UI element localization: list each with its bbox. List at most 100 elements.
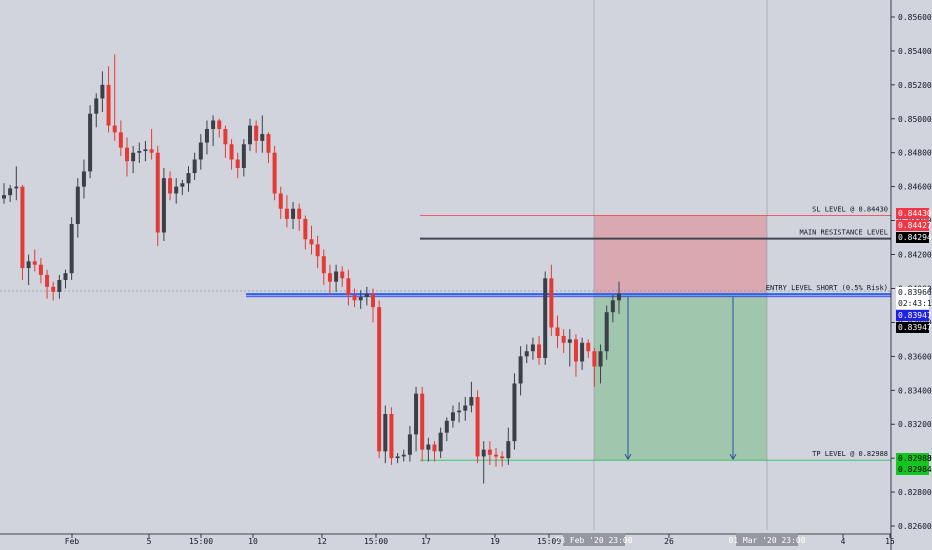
candle [284, 195, 289, 228]
candle-body [143, 149, 148, 152]
candle [494, 447, 498, 467]
price-tag: 0.84294 [896, 232, 932, 243]
level-annotations: SL LEVEL @ 0.84430 MAIN RESISTANCE LEVEL E… [766, 206, 888, 459]
candle [358, 290, 363, 309]
target-arrows [624, 296, 737, 461]
candle-body [192, 159, 197, 174]
target-arrow-0 [624, 296, 632, 461]
candle-body [125, 147, 129, 162]
price-tag-label: 0.84427 [898, 221, 932, 230]
price-tag-label: 0.83947 [898, 323, 932, 332]
price-tick-label: 0.85000 [898, 115, 932, 124]
candle-body [198, 142, 203, 160]
candle-body [426, 444, 431, 450]
candle-body [450, 412, 455, 421]
candle-body [26, 261, 31, 269]
candle [94, 93, 99, 128]
level-lines [0, 215, 891, 461]
time-tick-label: 12 [317, 537, 327, 546]
candle [260, 115, 265, 153]
candle-body [180, 183, 185, 187]
candle-body [444, 420, 449, 433]
time-tick-label: 26 [664, 537, 674, 546]
candle-body [494, 454, 498, 457]
price-tag-label: 0.84294 [898, 233, 932, 242]
candle-body [580, 342, 585, 362]
price-tick-label: 0.83200 [898, 420, 932, 429]
candle-body [88, 113, 93, 172]
candle [174, 178, 179, 204]
time-axis[interactable]: Feb 5 15:00 10 12 15:00 17 19 15:00 26 4 15 23 Feb '… [0, 533, 895, 546]
candle-body [407, 434, 412, 455]
candle [444, 417, 449, 442]
candle [617, 281, 621, 314]
candle [131, 145, 136, 174]
candle-body [500, 456, 505, 459]
candle [186, 166, 191, 192]
candle [561, 329, 566, 353]
candle [389, 407, 394, 465]
candle [229, 139, 234, 170]
candle [100, 71, 105, 113]
price-tag-bg [896, 322, 929, 333]
price-tick-label: 0.85600 [898, 13, 932, 22]
candle-body [371, 293, 375, 308]
candle [125, 137, 129, 177]
price-axis[interactable]: 0.85600 0.85400 0.85200 0.85000 0.84800 0.846… [890, 0, 932, 550]
annotation-tp: TP LEVEL @ 0.82988 [812, 450, 888, 458]
time-highlight-label: 23 Feb '20 23:00 [555, 536, 632, 545]
price-tag: 0.82988 [896, 453, 932, 464]
price-tick-label: 0.83600 [898, 352, 932, 361]
candle [112, 54, 117, 141]
time-tick-label: 15:00 [364, 537, 388, 546]
candle-body [32, 261, 37, 265]
candle-body [364, 293, 369, 297]
candle [254, 120, 259, 153]
candle-body [38, 264, 43, 275]
candle [364, 286, 369, 306]
candle-body [204, 128, 209, 143]
candle-body [315, 244, 320, 257]
candle-body [414, 393, 419, 435]
candle-body [420, 393, 425, 450]
candle [168, 171, 173, 201]
candle [81, 159, 86, 199]
price-tag: 0.84430 [896, 208, 932, 219]
candle [352, 288, 357, 308]
candle-body [506, 441, 511, 459]
target-arrow-1 [729, 296, 737, 461]
candle [377, 300, 382, 459]
candle-body [57, 279, 62, 292]
price-tick-label: 0.85200 [898, 81, 932, 90]
candle [450, 405, 455, 428]
candle-body [475, 397, 480, 457]
candle-body [297, 208, 302, 219]
price-tick-label: 0.82800 [898, 488, 932, 497]
candle [180, 179, 185, 196]
candle-body [8, 188, 13, 196]
candle-body [45, 274, 50, 287]
candle-body [555, 327, 560, 336]
candle [204, 120, 209, 155]
candle-body [543, 278, 548, 359]
price-tag-label: 0.83947 [898, 311, 932, 320]
target-zone[interactable] [594, 294, 767, 461]
candle [567, 329, 572, 367]
candle-body [401, 454, 406, 457]
candle [530, 337, 535, 360]
candle-body [321, 256, 326, 274]
price-tag-label: 02:43:18 [898, 299, 932, 308]
candle-body [487, 449, 492, 455]
stop-zone[interactable] [594, 215, 767, 295]
candle-body [346, 278, 351, 296]
candle [57, 274, 62, 299]
candle [401, 449, 406, 462]
candle [598, 344, 603, 384]
risk-reward-box[interactable] [594, 215, 767, 461]
candle [432, 441, 437, 462]
candle-body [278, 193, 283, 209]
candle [309, 225, 314, 255]
candle [549, 264, 554, 336]
